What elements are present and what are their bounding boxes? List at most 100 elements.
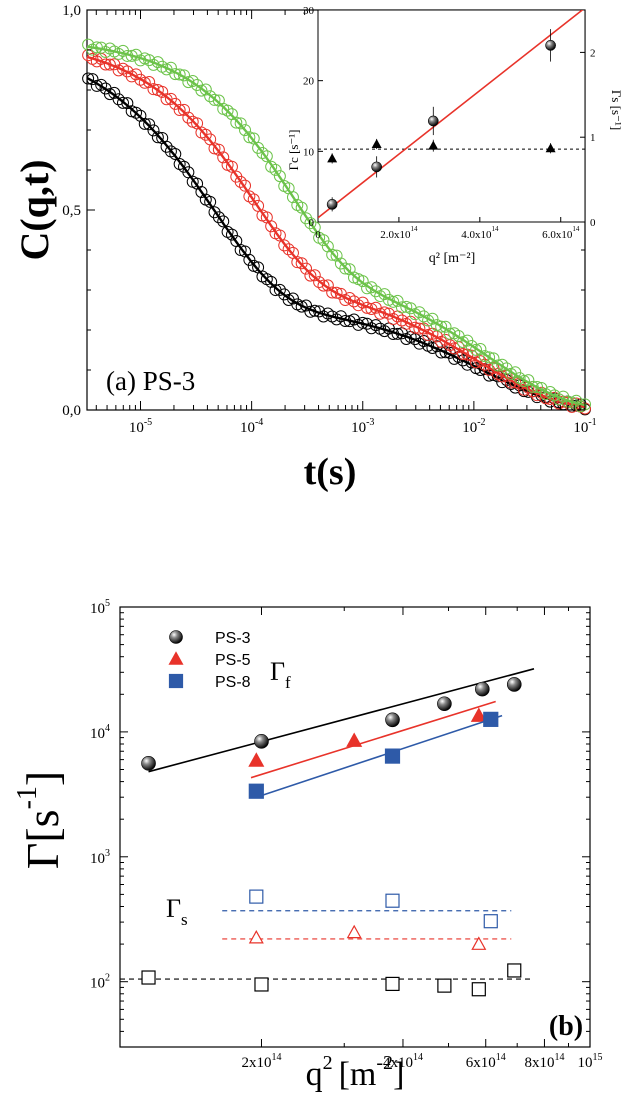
inset-ylabel-left: Γc [s⁻¹] bbox=[286, 129, 301, 170]
panel-a-xtick-label: 10-3 bbox=[351, 417, 374, 436]
legend-label: PS-8 bbox=[215, 674, 251, 691]
panel-a-data-point bbox=[169, 148, 182, 161]
panel-a-data-point bbox=[239, 124, 252, 137]
panel-a-data-point bbox=[317, 279, 330, 292]
panel-b-ytick-label: 104 bbox=[90, 723, 110, 742]
legend-marker bbox=[168, 673, 184, 689]
panel-b-label: (b) bbox=[549, 1011, 583, 1042]
panel-a-data-point bbox=[208, 93, 221, 106]
panel-b-slow-point bbox=[471, 936, 487, 950]
inset-ytick-label-right: 1 bbox=[590, 132, 596, 144]
panel-b-fast-fit-line bbox=[250, 700, 496, 779]
panel-b-slow-point bbox=[141, 970, 156, 985]
panel-a-ylabel: C(q,t) bbox=[12, 159, 57, 260]
panel-b-ytick-label: 102 bbox=[90, 973, 110, 992]
inset-xtick-label: 2.0x1014 bbox=[380, 225, 418, 241]
panel-b-fast-point bbox=[506, 677, 522, 692]
panel-a-data-point bbox=[160, 140, 173, 153]
panel-a-data-point bbox=[247, 193, 260, 206]
inset-xtick-label: 4.0x1014 bbox=[461, 225, 499, 241]
panel-a-data-point bbox=[103, 88, 116, 101]
panel-a-data-point bbox=[395, 314, 408, 327]
panel-a-fit-line bbox=[86, 55, 586, 409]
legend-item-ps-8: PS-8 bbox=[168, 673, 251, 691]
panel-a-data-point bbox=[260, 150, 273, 163]
panel-a-data-point bbox=[478, 350, 491, 363]
panel-b-fast-fit-line bbox=[148, 668, 535, 773]
panel-b-slow-point bbox=[507, 963, 522, 978]
panel-b-slow-point bbox=[248, 929, 264, 944]
panel-a-data-point bbox=[304, 217, 317, 230]
panel-a-data-point bbox=[243, 190, 256, 203]
panel-a-data-point bbox=[217, 151, 230, 164]
panel-b-axes: 2x1014 4x1014 6x1014 8x1014 1015 102 103 104 105 bbox=[90, 598, 603, 1071]
panel-a-data-point bbox=[116, 96, 129, 109]
panel-a-xtick-label: 10-5 bbox=[129, 417, 152, 436]
legend-marker bbox=[169, 630, 183, 644]
panel-a-ytick-label: 0,5 bbox=[62, 203, 81, 219]
panel-b: 2x1014 4x1014 6x1014 8x1014 1015 102 103 104 105… bbox=[12, 598, 603, 1093]
inset-gamma-c-fit-line bbox=[318, 10, 584, 219]
panel-a-data-point bbox=[138, 117, 151, 130]
legend-item-ps-3: PS-3 bbox=[169, 630, 251, 647]
inset-ytick-label-right: 0 bbox=[590, 217, 596, 229]
panel-b-fast-point bbox=[254, 734, 269, 749]
panel-a-curves bbox=[82, 38, 591, 416]
panel-a-data-point bbox=[103, 58, 116, 71]
legend-label: PS-3 bbox=[215, 630, 251, 647]
inset-ytick-label-left: 30 bbox=[303, 5, 315, 17]
panel-b-fast-fit-line bbox=[256, 714, 503, 798]
panel-a-data-point bbox=[199, 128, 212, 141]
panel-a-data-point bbox=[269, 163, 282, 176]
inset-gamma-c-point bbox=[326, 199, 338, 210]
inset-gamma-s-point bbox=[545, 143, 556, 153]
inset-ytick-label-left: 20 bbox=[303, 76, 315, 88]
panel-b-ylabel: Γ[s-1] bbox=[12, 771, 68, 869]
panel-a-data-point bbox=[282, 243, 295, 256]
panel-a-data-point bbox=[413, 322, 426, 335]
inset-xtick-label: 6.0x1014 bbox=[542, 225, 580, 241]
gamma-f-annotation: Γf bbox=[270, 657, 291, 692]
panel-a-data-point bbox=[273, 170, 286, 183]
panel-a-data-point bbox=[186, 75, 199, 88]
panel-a-data-point bbox=[182, 111, 195, 124]
panel-a-data-point bbox=[369, 285, 382, 298]
legend-label: PS-5 bbox=[215, 652, 251, 669]
panel-a: 10-5 10-4 10-3 10-2 10-1 0,0 0,5 1,0 (a) PS-3 t… bbox=[12, 3, 624, 493]
panel-b-frame bbox=[119, 606, 591, 1048]
panel-a-data-point bbox=[234, 117, 247, 130]
panel-a-data-point bbox=[151, 131, 164, 144]
panel-b-slow-point bbox=[254, 977, 269, 992]
panel-a-data-point bbox=[326, 248, 339, 261]
panel-a-data-point bbox=[239, 179, 252, 192]
panel-a-data-point bbox=[291, 256, 304, 269]
panel-b-slow-point bbox=[437, 978, 452, 993]
inset-gamma-s-point bbox=[428, 140, 439, 150]
panel-a-data-point bbox=[108, 86, 121, 99]
panel-b-xlabel: q2 [m-2] bbox=[306, 1052, 405, 1093]
panel-a-data-point bbox=[470, 343, 483, 356]
panel-a-data-point bbox=[112, 93, 125, 106]
panel-a-ytick-label: 1,0 bbox=[62, 3, 81, 19]
panel-a-data-point bbox=[221, 104, 234, 117]
inset-ytick-label-left: 0 bbox=[309, 217, 315, 229]
panel-a-data-point bbox=[378, 306, 391, 319]
panel-a-xtick-label: 10-2 bbox=[462, 417, 485, 436]
inset-gamma-c-point bbox=[427, 115, 439, 127]
panel-a-data-point bbox=[356, 275, 369, 288]
panel-a-data-point bbox=[295, 201, 308, 214]
panel-a-data-point bbox=[225, 160, 238, 173]
panel-b-slow-point bbox=[346, 924, 362, 939]
panel-b-fast-point bbox=[346, 732, 363, 747]
panel-a-series-2 bbox=[82, 38, 591, 413]
gamma-s-annotation: Γs bbox=[166, 894, 188, 929]
inset-xtick-label: 0 bbox=[315, 229, 321, 241]
panel-a-data-point bbox=[448, 342, 461, 355]
panel-a-data-point bbox=[465, 340, 478, 353]
panel-b-xtick-label: 4x1014 bbox=[383, 1052, 423, 1071]
panel-a-fit-line bbox=[86, 45, 586, 407]
panel-a-xtick-label: 10-1 bbox=[573, 417, 596, 436]
inset-ytick-label-left: 10 bbox=[303, 146, 315, 158]
panel-a-data-point bbox=[243, 253, 256, 266]
